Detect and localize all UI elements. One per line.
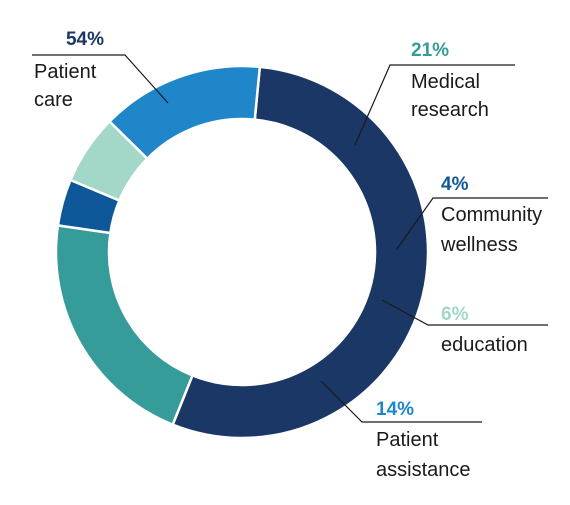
slice-percent-4: 14% [376, 399, 414, 420]
slice-name-0-line-1: care [34, 89, 73, 111]
slice-percent-1: 21% [411, 40, 449, 61]
slice-name-4-line-0: Patient [376, 429, 439, 451]
slice-percent-0: 54% [66, 29, 104, 50]
slice-percent-2: 4% [441, 174, 469, 195]
slice-0 [171, 65, 430, 440]
slice-name-2-line-0: Community [441, 204, 542, 226]
slice-1 [54, 223, 195, 427]
slice-name-4-line-1: assistance [376, 459, 471, 481]
slice-name-0-line-0: Patient [34, 61, 97, 83]
slice-name-1-line-0: Medical [411, 71, 480, 93]
slice-percent-3: 6% [441, 304, 469, 325]
leader-line-2 [396, 197, 548, 250]
slice-name-1-line-1: research [411, 99, 489, 121]
leader-line-3 [381, 299, 548, 326]
leader-line-0 [32, 54, 169, 104]
slice-name-3-line-0: education [441, 334, 528, 356]
slice-name-2-line-1: wellness [440, 234, 518, 256]
leader-line-1 [354, 64, 515, 146]
donut-slices [54, 64, 430, 440]
slice-labels: 54% Patient care 21% Medical research 4% Commun… [32, 29, 548, 481]
slice-4 [107, 64, 262, 161]
leader-line-4 [320, 380, 482, 423]
